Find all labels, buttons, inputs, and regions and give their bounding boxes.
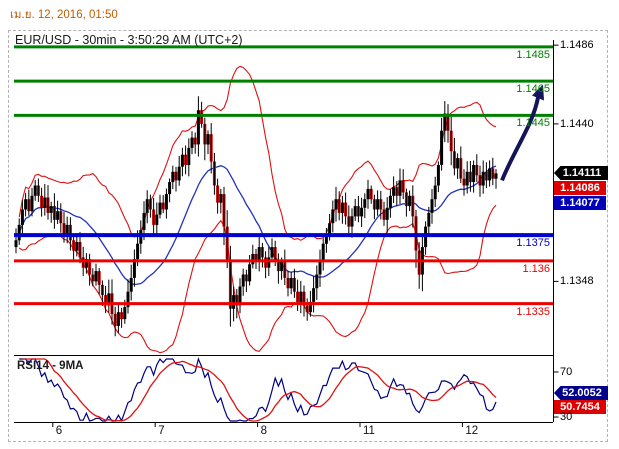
- bid-price-tag: 1.14086: [554, 181, 606, 195]
- level-label: 1.136: [522, 262, 550, 275]
- level-label: 1.1445: [516, 117, 550, 130]
- last-price-tag: 1.14111: [554, 166, 608, 180]
- price-axis-tick-label: 1.1486: [560, 39, 594, 52]
- rsi-indicator-label: RSI14 - 9MA: [17, 360, 84, 372]
- chart-title: EUR/USD - 30min - 3:50:29 AM (UTC+2): [15, 33, 243, 47]
- date-axis-tick-label: 12: [465, 425, 479, 437]
- price-axis-tick-label: 1.1348: [560, 275, 594, 288]
- datetime-label: เม.ย. 12, 2016, 01:50: [10, 9, 118, 21]
- date-axis-tick-label: 8: [260, 425, 267, 437]
- price-axis-tick-label: 1.1440: [560, 117, 594, 130]
- level-label: 1.1335: [516, 305, 550, 318]
- level-label: 1.1465: [516, 83, 550, 96]
- rsi-axis-tick-label: 30: [560, 411, 573, 424]
- rsi-ma-value-tag: 50.7454: [554, 400, 606, 414]
- rsi-value-tag: 52.0052: [554, 386, 608, 400]
- ask-price-tag: 1.14077: [554, 196, 606, 210]
- level-label: 1.1375: [516, 237, 550, 250]
- level-label: 1.1485: [516, 48, 550, 61]
- date-axis-tick-label: 6: [55, 425, 63, 437]
- date-axis-tick-label: 7: [158, 425, 165, 437]
- rsi-axis-tick-label: 70: [560, 365, 573, 378]
- date-axis-tick-label: 11: [363, 425, 375, 437]
